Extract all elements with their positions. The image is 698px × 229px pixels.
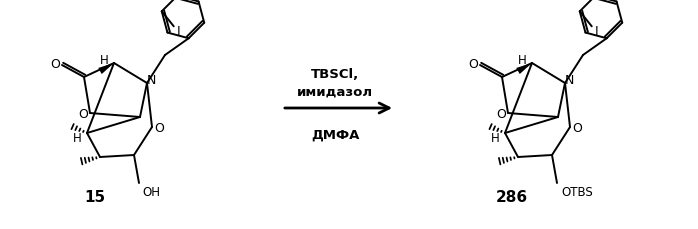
Text: I: I — [177, 25, 181, 38]
Text: N: N — [564, 74, 574, 87]
Text: O: O — [78, 109, 88, 122]
Text: O: O — [496, 109, 506, 122]
Text: OH: OH — [142, 186, 160, 199]
Text: H: H — [100, 54, 108, 66]
Text: TBSCl,: TBSCl, — [311, 68, 359, 82]
Text: O: O — [50, 58, 60, 71]
Text: O: O — [572, 123, 582, 136]
Text: I: I — [595, 25, 599, 38]
Text: O: O — [154, 123, 164, 136]
Text: OTBS: OTBS — [561, 186, 593, 199]
Text: H: H — [73, 131, 82, 144]
Text: N: N — [147, 74, 156, 87]
Text: H: H — [518, 54, 526, 66]
Polygon shape — [517, 63, 532, 74]
Text: H: H — [491, 131, 499, 144]
Text: ДМФА: ДМФА — [311, 128, 359, 142]
Text: имидазол: имидазол — [297, 85, 373, 98]
Text: 15: 15 — [84, 191, 105, 205]
Text: 286: 286 — [496, 191, 528, 205]
Text: O: O — [468, 58, 478, 71]
Polygon shape — [98, 63, 114, 74]
